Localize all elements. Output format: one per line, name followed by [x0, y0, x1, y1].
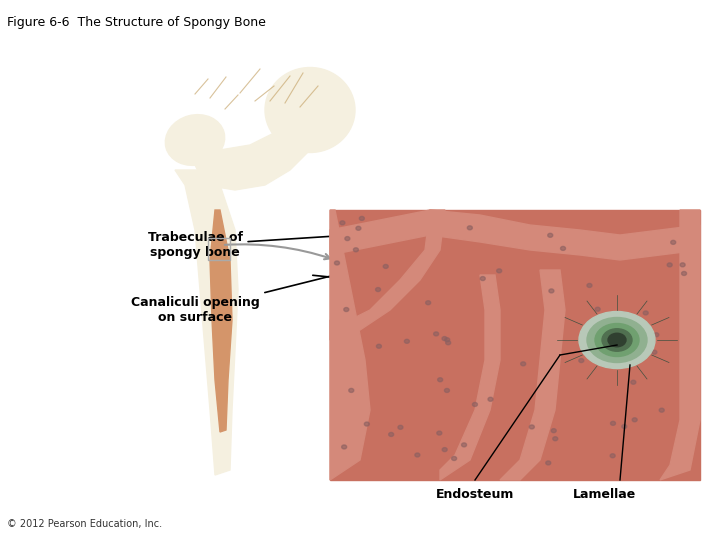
Ellipse shape	[660, 408, 665, 412]
Ellipse shape	[442, 448, 447, 451]
Ellipse shape	[335, 261, 340, 265]
Text: © 2012 Pearson Education, Inc.: © 2012 Pearson Education, Inc.	[7, 519, 162, 529]
Ellipse shape	[356, 226, 361, 230]
Ellipse shape	[354, 248, 359, 252]
Ellipse shape	[587, 318, 647, 362]
Text: Figure 6-6  The Structure of Spongy Bone: Figure 6-6 The Structure of Spongy Bone	[7, 16, 266, 29]
Ellipse shape	[389, 433, 394, 436]
Ellipse shape	[579, 312, 655, 368]
Ellipse shape	[553, 437, 558, 441]
Ellipse shape	[265, 68, 355, 152]
Ellipse shape	[383, 265, 388, 268]
Ellipse shape	[344, 308, 348, 312]
Text: Canaliculi opening
on surface: Canaliculi opening on surface	[130, 255, 410, 324]
Ellipse shape	[444, 388, 449, 393]
Ellipse shape	[364, 422, 369, 426]
Ellipse shape	[405, 339, 410, 343]
Ellipse shape	[682, 272, 687, 275]
Ellipse shape	[548, 233, 553, 237]
Polygon shape	[500, 270, 565, 480]
Ellipse shape	[480, 276, 485, 281]
Ellipse shape	[446, 341, 451, 345]
Text: Trabeculae of
spongy bone: Trabeculae of spongy bone	[148, 228, 426, 259]
Ellipse shape	[437, 431, 442, 435]
Ellipse shape	[488, 397, 493, 401]
Ellipse shape	[451, 456, 456, 461]
Polygon shape	[195, 130, 310, 190]
Ellipse shape	[529, 425, 534, 429]
Bar	[208, 238, 230, 260]
Ellipse shape	[552, 429, 557, 433]
Ellipse shape	[561, 246, 565, 251]
Polygon shape	[330, 210, 370, 480]
Ellipse shape	[342, 445, 346, 449]
Polygon shape	[175, 170, 238, 475]
Text: Lamellae: Lamellae	[573, 488, 636, 501]
Ellipse shape	[643, 311, 648, 315]
Ellipse shape	[654, 333, 659, 337]
Ellipse shape	[606, 327, 611, 331]
Ellipse shape	[348, 388, 354, 393]
Polygon shape	[660, 210, 700, 480]
Ellipse shape	[546, 461, 551, 465]
Ellipse shape	[462, 443, 467, 447]
Polygon shape	[330, 210, 445, 340]
Ellipse shape	[631, 380, 636, 384]
Ellipse shape	[652, 350, 657, 354]
Polygon shape	[330, 210, 700, 260]
Ellipse shape	[442, 336, 447, 341]
Ellipse shape	[622, 424, 627, 429]
Ellipse shape	[667, 263, 672, 267]
Ellipse shape	[579, 359, 584, 362]
Ellipse shape	[596, 318, 601, 321]
Ellipse shape	[415, 453, 420, 457]
Ellipse shape	[166, 114, 225, 165]
Ellipse shape	[611, 421, 616, 426]
Ellipse shape	[497, 269, 502, 273]
Polygon shape	[440, 275, 500, 480]
Ellipse shape	[467, 226, 472, 230]
Ellipse shape	[595, 323, 639, 356]
Ellipse shape	[587, 284, 592, 287]
Ellipse shape	[521, 362, 526, 366]
Ellipse shape	[595, 307, 600, 311]
Ellipse shape	[549, 289, 554, 293]
Ellipse shape	[608, 333, 626, 347]
Text: Endosteum: Endosteum	[436, 488, 514, 501]
Ellipse shape	[438, 378, 443, 382]
Ellipse shape	[340, 221, 345, 225]
Ellipse shape	[602, 329, 632, 351]
Ellipse shape	[376, 288, 381, 292]
Ellipse shape	[632, 418, 637, 422]
Ellipse shape	[610, 454, 615, 458]
Ellipse shape	[377, 345, 382, 348]
Ellipse shape	[671, 240, 675, 244]
Ellipse shape	[433, 332, 438, 336]
Ellipse shape	[445, 338, 450, 342]
Ellipse shape	[345, 237, 350, 241]
Ellipse shape	[359, 217, 364, 220]
Bar	[330, 210, 700, 480]
Ellipse shape	[398, 426, 403, 429]
Ellipse shape	[426, 301, 431, 305]
Ellipse shape	[472, 402, 477, 407]
Polygon shape	[210, 210, 232, 432]
Ellipse shape	[680, 263, 685, 267]
Ellipse shape	[610, 345, 615, 349]
